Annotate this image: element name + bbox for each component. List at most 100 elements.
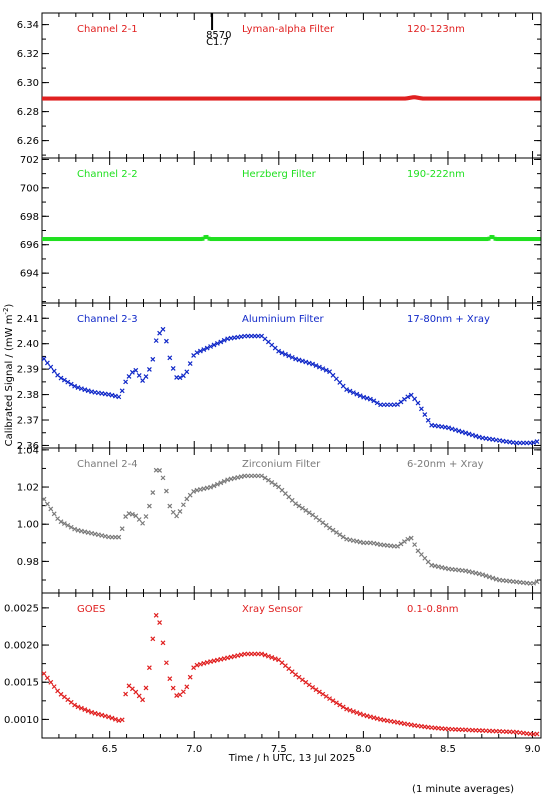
data-point	[129, 237, 133, 242]
data-point	[213, 96, 217, 101]
data-point	[527, 96, 531, 101]
data-point	[193, 237, 197, 242]
data-point	[184, 369, 190, 375]
data-point	[344, 706, 350, 712]
data-point	[109, 237, 113, 242]
y-tick-label: 1.02	[17, 483, 39, 494]
data-point	[453, 96, 457, 101]
data-point	[303, 237, 307, 242]
footnote: (1 minute averages)	[412, 784, 514, 795]
y-tick-label: 6.28	[17, 107, 39, 118]
data-point	[327, 525, 333, 531]
data-point	[405, 237, 409, 242]
data-point	[237, 237, 241, 242]
data-point	[297, 96, 301, 101]
data-point	[67, 237, 71, 242]
data-point	[121, 96, 125, 101]
data-point	[296, 674, 302, 680]
data-point	[299, 96, 303, 101]
data-point	[135, 96, 139, 101]
data-point	[179, 96, 183, 101]
data-point	[150, 636, 156, 642]
data-point	[309, 96, 313, 101]
data-point	[221, 656, 227, 661]
data-point	[347, 237, 351, 242]
data-point	[267, 96, 271, 101]
data-point	[361, 712, 367, 718]
data-point	[160, 640, 166, 646]
data-point	[521, 96, 525, 101]
data-point	[411, 95, 415, 100]
data-point	[477, 237, 481, 242]
data-point	[219, 96, 223, 101]
data-point	[371, 237, 375, 242]
data-point	[87, 96, 91, 101]
data-point	[78, 386, 84, 392]
data-point	[419, 237, 423, 242]
data-point	[126, 373, 132, 379]
data-point	[170, 366, 176, 371]
plot-panels: 6.34 6.32 6.30 6.28 6.26 Channel 2-1 Lyman-alp…	[4, 12, 542, 755]
data-point	[255, 237, 259, 242]
data-point	[61, 237, 65, 242]
y-tick-label: 2.40	[17, 339, 39, 350]
data-point	[123, 96, 127, 101]
data-point	[487, 236, 491, 241]
data-point	[119, 526, 125, 532]
data-point	[395, 543, 401, 549]
data-point	[333, 237, 337, 242]
data-point	[83, 96, 87, 101]
data-point	[81, 237, 85, 242]
data-point	[218, 656, 224, 662]
data-point	[367, 396, 373, 402]
data-point	[313, 363, 319, 368]
data-point	[233, 237, 237, 242]
data-point	[417, 95, 421, 100]
y-tick-label: 2.41	[17, 314, 39, 325]
data-point	[361, 96, 365, 101]
x-tick-label: 9.0	[525, 744, 541, 755]
data-point	[125, 96, 129, 101]
data-point	[363, 96, 367, 101]
data-point	[495, 96, 499, 101]
data-point	[479, 237, 483, 242]
channel-label: Channel 2-2	[77, 169, 138, 180]
data-point	[213, 237, 217, 242]
data-point	[85, 708, 91, 714]
data-point	[180, 502, 186, 508]
data-point	[311, 237, 315, 242]
data-point	[169, 96, 173, 101]
data-point	[417, 237, 421, 242]
data-point	[116, 394, 122, 400]
data-point	[537, 237, 541, 242]
data-point	[184, 684, 190, 690]
data-point	[261, 237, 265, 242]
data-point	[137, 237, 141, 242]
data-point	[281, 96, 285, 101]
data-point	[373, 237, 377, 242]
data-point	[455, 96, 459, 101]
data-point	[310, 361, 316, 367]
data-point	[195, 237, 199, 242]
data-point	[401, 237, 405, 242]
data-point	[155, 96, 159, 101]
data-point	[306, 682, 312, 688]
data-point	[149, 237, 153, 242]
data-point	[59, 96, 63, 101]
data-point	[475, 237, 479, 242]
data-point	[159, 237, 163, 242]
data-point	[317, 96, 321, 101]
data-point	[371, 398, 377, 404]
data-point	[167, 503, 173, 509]
data-point	[439, 237, 443, 242]
data-point	[215, 237, 219, 242]
data-point	[187, 96, 191, 101]
data-point	[221, 337, 227, 343]
data-point	[146, 503, 152, 509]
data-point	[78, 705, 84, 711]
data-point	[146, 665, 152, 671]
data-point	[313, 237, 317, 242]
data-point	[319, 96, 323, 101]
data-point	[531, 96, 535, 101]
